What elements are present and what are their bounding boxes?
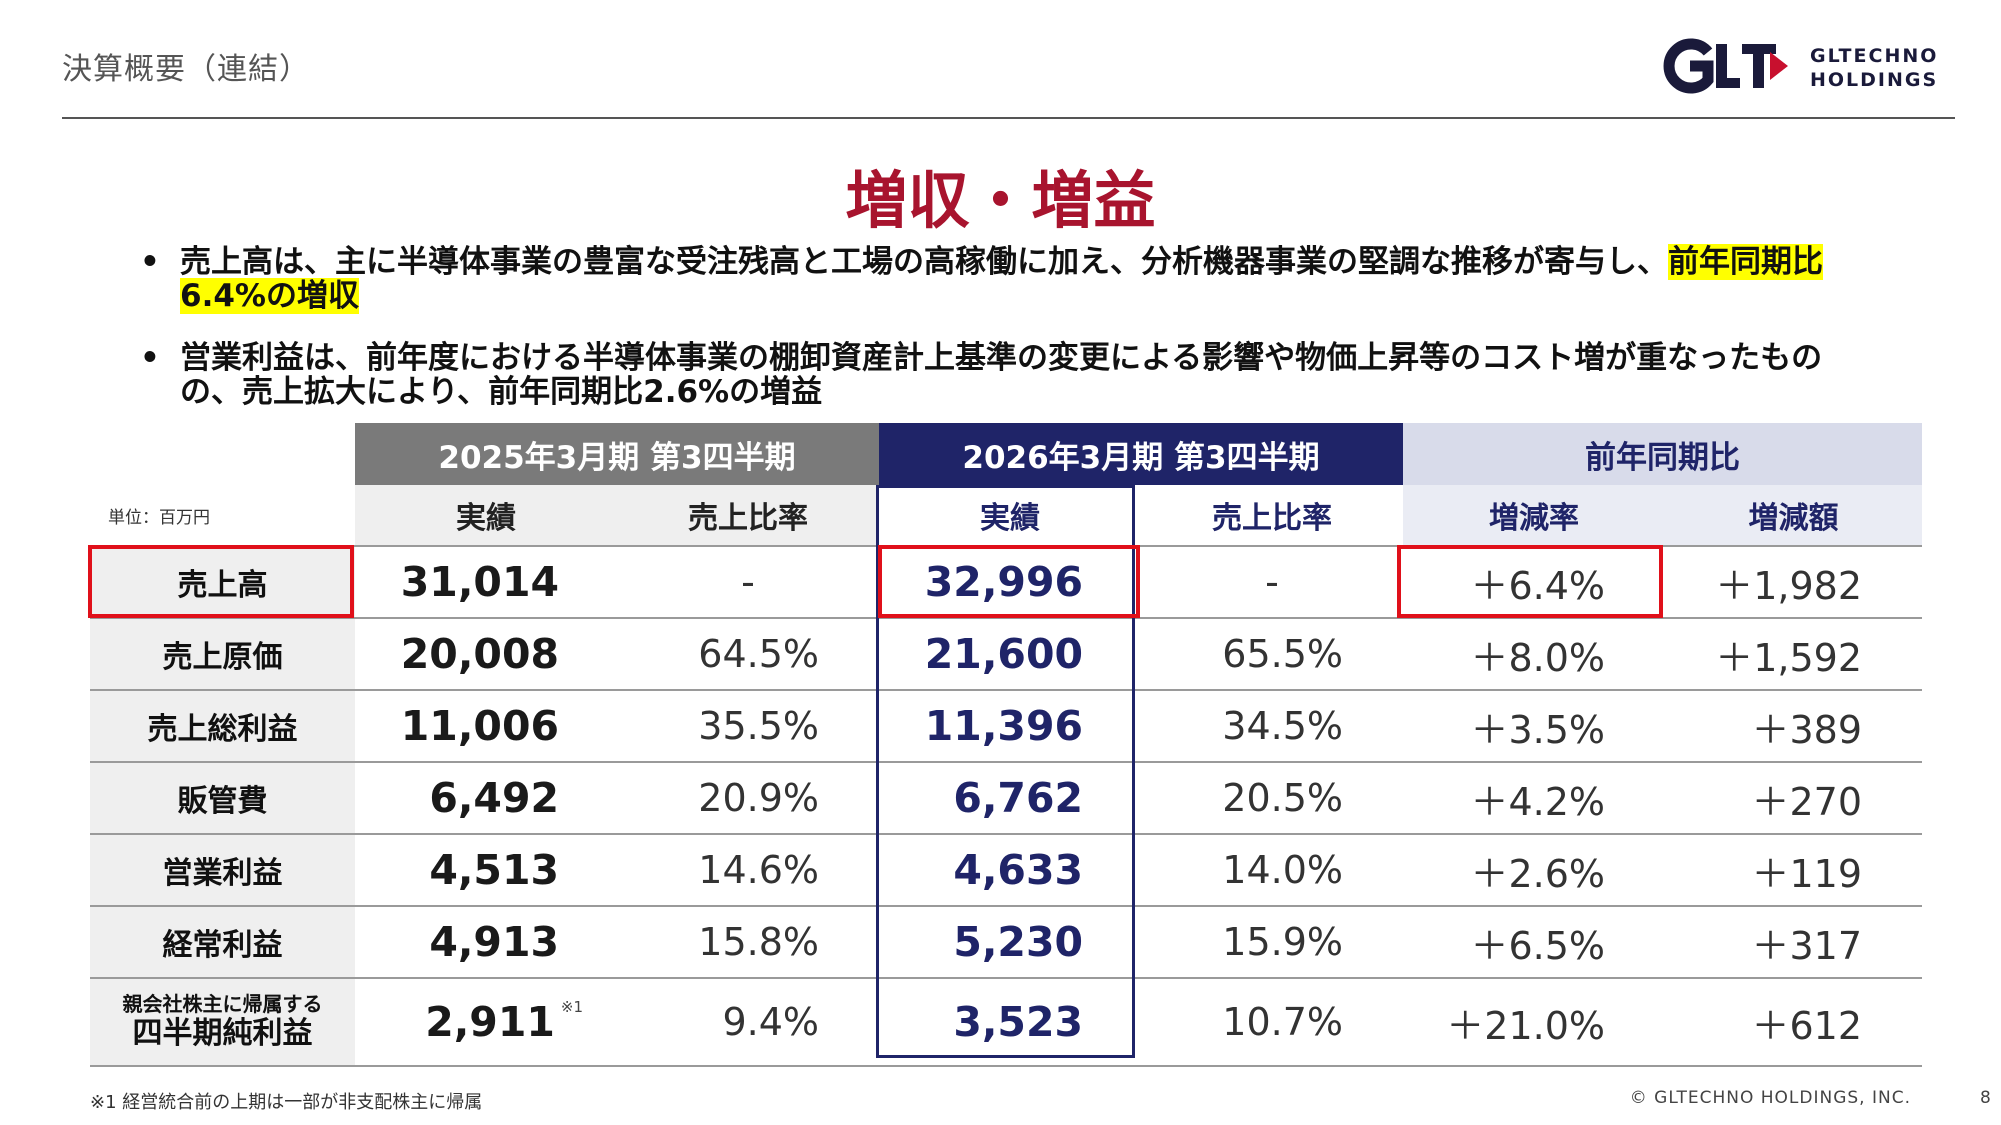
cell-prev-actual: 20,008 [355, 618, 617, 691]
bullet-dot: • [140, 340, 160, 376]
bullet-revenue: • 売上高は、主に半導体事業の豊富な受注残高と工場の高稼働に加え、分析機器事業の… [140, 244, 1860, 314]
row-label-small: 親会社株主に帰属する [122, 992, 323, 1016]
logo-wordmark: GLTECHNO HOLDINGS [1810, 44, 1938, 92]
cell-amount: ＋317 [1665, 906, 1922, 979]
cell-prev-ratio: 35.5% [617, 690, 879, 763]
cell-cur-ratio: - [1141, 546, 1403, 619]
footnote: ※1 経営統合前の上期は一部が非支配株主に帰属 [90, 1092, 483, 1113]
table-sub-header-row: 単位：百万円 実績 売上比率 実績 売上比率 増減率 増減額 [90, 485, 1922, 547]
bullet-operating-profit: • 営業利益は、前年度における半導体事業の棚卸資産計上基準の変更による影響や物価… [140, 341, 1860, 409]
row-label: 売上総利益 [90, 690, 355, 763]
company-logo: GLTECHNO HOLDINGS [1660, 38, 1960, 94]
logo-line2: HOLDINGS [1810, 69, 1939, 91]
table-row-ordinary-profit: 経常利益 4,913 15.8% 5,230 15.9% ＋6.5% ＋317 [90, 906, 1922, 979]
cell-prev-actual: 31,014 [355, 546, 617, 619]
cell-cur-ratio: 34.5% [1141, 690, 1403, 763]
cell-prev-actual: 6,492 [355, 762, 617, 835]
cell-prev-actual: 11,006 [355, 690, 617, 763]
footnote-marker: ※1 [560, 998, 583, 1016]
subheader-rate: 増減率 [1403, 485, 1665, 547]
group-header-cur: 2026年3月期 第3四半期 [879, 423, 1403, 485]
cell-cur-actual: 5,230 [879, 906, 1141, 979]
subheader-prev-ratio: 売上比率 [617, 485, 879, 547]
cell-cur-ratio: 20.5% [1141, 762, 1403, 835]
subheader-prev-actual: 実績 [355, 485, 617, 547]
table-row-net-income: 親会社株主に帰属する 四半期純利益 2,911 ※1 9.4% 3,523 10.… [90, 978, 1922, 1067]
cell-cur-actual: 21,600 [879, 618, 1141, 691]
row-label: 売上高 [90, 546, 355, 619]
row-label: 営業利益 [90, 834, 355, 907]
cell-amount: ＋1,982 [1665, 546, 1922, 619]
cell-amount: ＋1,592 [1665, 618, 1922, 691]
cell-cur-actual: 6,762 [879, 762, 1141, 835]
page-number: 8 [1980, 1088, 1991, 1108]
cell-amount: ＋389 [1665, 690, 1922, 763]
bullet-operating-profit-text: 営業利益は、前年度における半導体事業の棚卸資産計上基準の変更による影響や物価上昇… [180, 340, 1823, 410]
logo-line1: GLTECHNO [1810, 45, 1939, 67]
cell-cur-actual: 32,996 [879, 546, 1141, 619]
cell-cur-actual: 3,523 [879, 978, 1141, 1067]
financial-summary-table: 2025年3月期 第3四半期 2026年3月期 第3四半期 前年同期比 単位：百… [90, 423, 1922, 1067]
table-row-sga: 販管費 6,492 20.9% 6,762 20.5% ＋4.2% ＋270 [90, 762, 1922, 835]
table-group-header-row: 2025年3月期 第3四半期 2026年3月期 第3四半期 前年同期比 [90, 423, 1922, 485]
cell-cur-actual: 11,396 [879, 690, 1141, 763]
cell-prev-ratio: 20.9% [617, 762, 879, 835]
cell-rate: ＋8.0% [1403, 618, 1665, 691]
summary-bullets: • 売上高は、主に半導体事業の豊富な受注残高と工場の高稼働に加え、分析機器事業の… [140, 244, 1860, 437]
row-label: 経常利益 [90, 906, 355, 979]
cell-rate: ＋2.6% [1403, 834, 1665, 907]
cell-rate: ＋3.5% [1403, 690, 1665, 763]
cell-prev-actual: 2,911 ※1 [355, 978, 617, 1067]
glt-logo-mark [1663, 38, 1788, 94]
table-row-operating-profit: 営業利益 4,513 14.6% 4,633 14.0% ＋2.6% ＋119 [90, 834, 1922, 907]
cell-rate: ＋6.4% [1403, 546, 1665, 619]
subheader-amount: 増減額 [1665, 485, 1922, 547]
table-row-gross-profit: 売上総利益 11,006 35.5% 11,396 34.5% ＋3.5% ＋3… [90, 690, 1922, 763]
cell-rate: ＋21.0% [1403, 978, 1665, 1067]
row-label: 売上原価 [90, 618, 355, 691]
cell-prev-ratio: - [617, 546, 879, 619]
cell-amount: ＋119 [1665, 834, 1922, 907]
group-header-cmp: 前年同期比 [1403, 423, 1922, 485]
header-divider [62, 117, 1955, 119]
headline: 増収・増益 [845, 164, 1156, 237]
cell-prev-actual: 4,913 [355, 906, 617, 979]
cell-amount: ＋612 [1665, 978, 1922, 1067]
bullet-revenue-text: 売上高は、主に半導体事業の豊富な受注残高と工場の高稼働に加え、分析機器事業の堅調… [180, 244, 1668, 280]
cell-rate: ＋4.2% [1403, 762, 1665, 835]
cell-rate: ＋6.5% [1403, 906, 1665, 979]
table-row-cost-of-sales: 売上原価 20,008 64.5% 21,600 65.5% ＋8.0% ＋1,… [90, 618, 1922, 691]
bullet-dot: • [140, 244, 160, 280]
page-section-title: 決算概要（連結） [62, 52, 310, 87]
cell-amount: ＋270 [1665, 762, 1922, 835]
cell-prev-ratio: 64.5% [617, 618, 879, 691]
row-label: 親会社株主に帰属する 四半期純利益 [90, 978, 355, 1067]
row-label: 販管費 [90, 762, 355, 835]
cell-prev-actual-value: 2,911 [425, 998, 555, 1046]
cell-prev-ratio: 15.8% [617, 906, 879, 979]
cell-cur-ratio: 15.9% [1141, 906, 1403, 979]
cell-cur-ratio: 10.7% [1141, 978, 1403, 1067]
cell-prev-ratio: 14.6% [617, 834, 879, 907]
row-label-large: 四半期純利益 [132, 1016, 313, 1051]
table-row-revenue: 売上高 31,014 - 32,996 - ＋6.4% ＋1,982 [90, 546, 1922, 619]
group-header-prev: 2025年3月期 第3四半期 [355, 423, 879, 485]
subheader-cur-actual: 実績 [879, 485, 1141, 547]
cell-prev-ratio: 9.4% [617, 978, 879, 1067]
unit-label: 単位：百万円 [90, 485, 355, 547]
cell-cur-ratio: 65.5% [1141, 618, 1403, 691]
copyright: © GLTECHNO HOLDINGS, INC. [1629, 1088, 1911, 1108]
cell-cur-actual: 4,633 [879, 834, 1141, 907]
cell-cur-ratio: 14.0% [1141, 834, 1403, 907]
table-corner [90, 423, 355, 485]
subheader-cur-ratio: 売上比率 [1141, 485, 1403, 547]
cell-prev-actual: 4,513 [355, 834, 617, 907]
